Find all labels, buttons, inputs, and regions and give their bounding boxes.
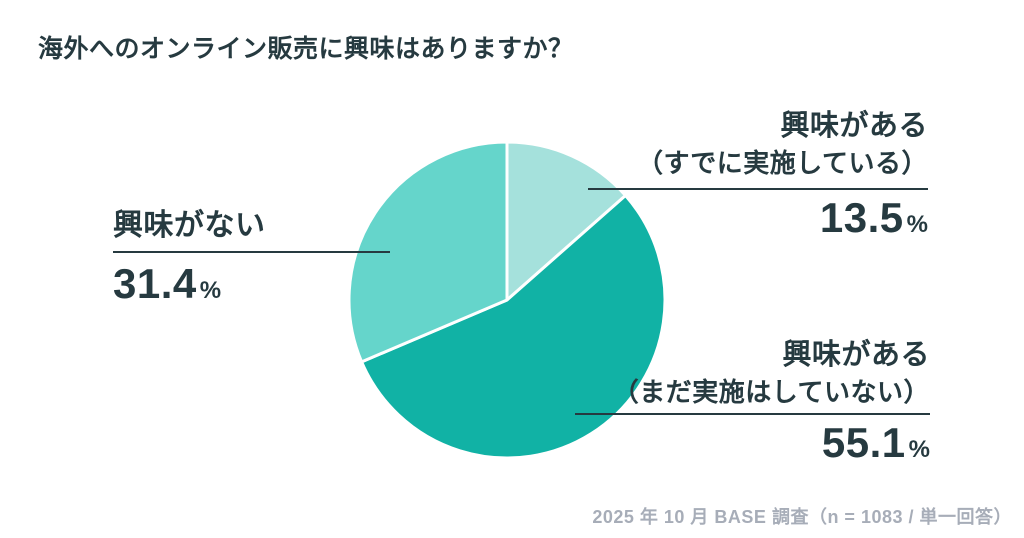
- source-note: 2025 年 10 月 BASE 調査（n = 1083 / 単一回答）: [592, 507, 1012, 527]
- pie-slice-2: [347, 140, 509, 364]
- leader-line: [575, 413, 930, 415]
- chart-title: 海外へのオンライン販売に興味はありますか？: [38, 35, 574, 63]
- callout-label: 興味がない: [113, 209, 266, 242]
- callout-value: 31.4: [113, 260, 197, 307]
- callout-label: 興味がある: [780, 110, 928, 142]
- callout-interested-doing: 興味がある （すでに実施している） 13.5%: [588, 108, 928, 243]
- callout-value: 13.5: [819, 194, 904, 241]
- percent-sign: %: [906, 211, 928, 238]
- leader-line: [113, 251, 390, 253]
- callout-label: 興味がある: [782, 339, 930, 371]
- pie-slice-1: [360, 194, 667, 460]
- callout-value-row: 31.4%: [113, 259, 390, 309]
- callout-value-row: 13.5%: [588, 193, 928, 243]
- callout-sublabel: （すでに実施している）: [637, 148, 928, 178]
- callout-not-interested: 興味がない 31.4%: [113, 206, 390, 309]
- percent-sign: %: [199, 277, 222, 304]
- callout-sublabel: （まだ実施はしていない）: [612, 377, 930, 407]
- callout-value: 55.1: [821, 419, 906, 466]
- leader-line: [588, 188, 928, 190]
- callout-interested-not-yet: 興味がある （まだ実施はしていない） 55.1%: [575, 337, 930, 468]
- callout-value-row: 55.1%: [575, 418, 930, 468]
- percent-sign: %: [908, 436, 930, 463]
